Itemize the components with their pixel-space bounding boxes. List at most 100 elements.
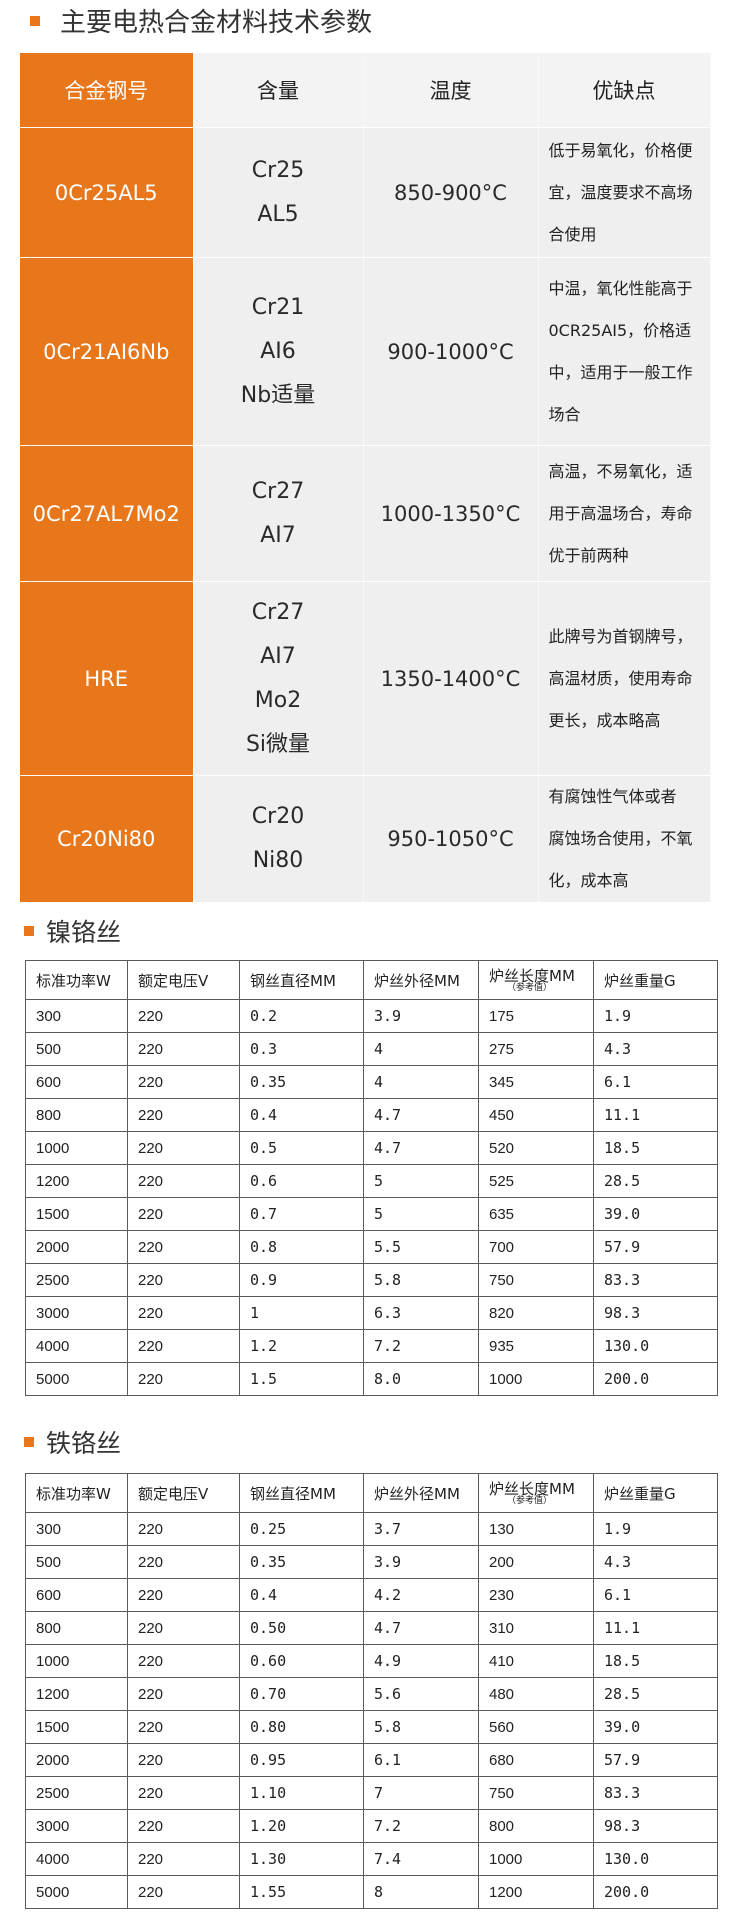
table-cell: 4000 xyxy=(25,1329,128,1363)
table-cell: 1.55 xyxy=(239,1875,364,1909)
table-cell: 0.8 xyxy=(239,1230,364,1264)
table-cell: 28.5 xyxy=(593,1164,718,1198)
header-content: 含量 xyxy=(193,53,364,128)
nichrome-table: 标准功率W 额定电压V 钢丝直径MM 炉丝外径MM 炉丝长度MM （参考值） 炉丝重量G 3… xyxy=(25,960,718,1396)
table-cell: 1.10 xyxy=(239,1776,364,1810)
table-cell: 2000 xyxy=(25,1230,128,1264)
table-row: 500 220 0.35 3.9 200 4.3 xyxy=(25,1545,718,1579)
table-cell: 11.1 xyxy=(593,1098,718,1132)
table-cell: 0.70 xyxy=(239,1677,364,1711)
content-line: AL5 xyxy=(257,201,299,227)
table-cell: 6.3 xyxy=(363,1296,479,1330)
table-cell: 200 xyxy=(478,1545,594,1579)
table-cell: 800 xyxy=(25,1098,128,1132)
alloy-row: Cr20Ni80 Cr20 Ni80 950-1050°C 有腐蚀性气体或者 腐蚀场合使用… xyxy=(20,775,711,903)
table-cell: 39.0 xyxy=(593,1197,718,1231)
pros-line: 场合 xyxy=(548,404,581,424)
alloy-temperature: 950-1050°C xyxy=(363,775,539,903)
table-cell: 1500 xyxy=(25,1710,128,1744)
table-cell: 0.3 xyxy=(239,1032,364,1066)
table-row: 600 220 0.35 4 345 6.1 xyxy=(25,1065,718,1099)
alloy-pros-cons: 有腐蚀性气体或者 腐蚀场合使用，不氧 化，成本高 xyxy=(538,775,711,903)
table-cell: 500 xyxy=(25,1032,128,1066)
alloy-temperature: 850-900°C xyxy=(363,127,539,258)
content-line: Cr27 xyxy=(251,478,305,504)
alloy-pros-cons: 中温，氧化性能高于 0CR25AI5，价格适 中，适用于一般工作 场合 xyxy=(538,257,711,446)
table-cell: 500 xyxy=(25,1545,128,1579)
table-cell: 4.3 xyxy=(593,1545,718,1579)
table-cell: 300 xyxy=(25,1512,128,1546)
table-cell: 1000 xyxy=(478,1842,594,1876)
table-cell: 935 xyxy=(478,1329,594,1363)
table-cell: 1500 xyxy=(25,1197,128,1231)
table-cell: 200.0 xyxy=(593,1362,718,1396)
table-cell: 6.1 xyxy=(593,1065,718,1099)
table-cell: 1200 xyxy=(25,1164,128,1198)
table-cell: 220 xyxy=(127,1362,240,1396)
alloy-temperature: 1000-1350°C xyxy=(363,445,539,582)
table-cell: 345 xyxy=(478,1065,594,1099)
section-title-iron-chrome: 铁铬丝 xyxy=(24,1424,121,1460)
orange-square-icon xyxy=(24,926,34,936)
pros-line: 更长，成本略高 xyxy=(548,710,661,730)
table-cell: 98.3 xyxy=(593,1296,718,1330)
iron-chrome-header-row: 标准功率W 额定电压V 钢丝直径MM 炉丝外径MM 炉丝长度MM （参考值） 炉丝重量G xyxy=(25,1473,718,1513)
table-cell: 220 xyxy=(127,1329,240,1363)
table-cell: 220 xyxy=(127,1842,240,1876)
table-cell: 3000 xyxy=(25,1809,128,1843)
table-cell: 310 xyxy=(478,1611,594,1645)
content-line: AI7 xyxy=(260,643,296,669)
table-cell: 2500 xyxy=(25,1263,128,1297)
alloy-row: HRE Cr27 AI7 Mo2 Si微量 1350-1400°C 此牌号为首钢牌号， 高温材… xyxy=(20,581,711,776)
content-line: Ni80 xyxy=(252,848,304,873)
table-cell: 83.3 xyxy=(593,1263,718,1297)
table-row: 1000 220 0.60 4.9 410 18.5 xyxy=(25,1644,718,1678)
alloy-row: 0Cr21AI6Nb Cr21 AI6 Nb适量 900-1000°C 中温，氧化性能高于… xyxy=(20,257,711,446)
table-cell: 7.4 xyxy=(363,1842,479,1876)
pros-line: 有腐蚀性气体或者 xyxy=(548,787,677,806)
table-cell: 5000 xyxy=(25,1875,128,1909)
nichrome-title: 镍铬丝 xyxy=(46,918,122,947)
nichrome-header-row: 标准功率W 额定电压V 钢丝直径MM 炉丝外径MM 炉丝长度MM （参考值） 炉丝重量G xyxy=(25,960,718,1000)
alloy-row: 0Cr27AL7Mo2 Cr27 AI7 1000-1350°C 高温，不易氧化，适 用于… xyxy=(20,445,711,582)
alloy-content: Cr25 AL5 xyxy=(193,127,364,258)
table-cell: 4.2 xyxy=(363,1578,479,1612)
column-header: 炉丝外径MM xyxy=(363,960,479,1000)
alloy-grade: Cr20Ni80 xyxy=(20,775,194,903)
table-cell: 8.0 xyxy=(363,1362,479,1396)
table-row: 1200 220 0.6 5 525 28.5 xyxy=(25,1164,718,1198)
table-row: 4000 220 1.2 7.2 935 130.0 xyxy=(25,1329,718,1363)
table-cell: 220 xyxy=(127,1875,240,1909)
table-cell: 1.9 xyxy=(593,999,718,1033)
table-row: 800 220 0.50 4.7 310 11.1 xyxy=(25,1611,718,1645)
alloy-grade: 0Cr25AL5 xyxy=(20,127,194,258)
table-cell: 820 xyxy=(478,1296,594,1330)
table-cell: 0.7 xyxy=(239,1197,364,1231)
column-header-label: 炉丝长度MM xyxy=(489,1479,575,1498)
header-temperature: 温度 xyxy=(363,53,539,128)
table-cell: 6.1 xyxy=(593,1578,718,1612)
table-cell: 220 xyxy=(127,1296,240,1330)
pros-line: 合使用 xyxy=(548,224,597,244)
content-line: Cr25 xyxy=(251,157,305,183)
table-cell: 220 xyxy=(127,1578,240,1612)
iron-chrome-title: 铁铬丝 xyxy=(46,1429,122,1458)
alloy-grade: 0Cr27AL7Mo2 xyxy=(20,445,194,582)
table-cell: 3.7 xyxy=(363,1512,479,1546)
table-cell: 1.5 xyxy=(239,1362,364,1396)
table-cell: 5.6 xyxy=(363,1677,479,1711)
table-cell: 1.2 xyxy=(239,1329,364,1363)
table-cell: 39.0 xyxy=(593,1710,718,1744)
column-header: 标准功率W xyxy=(25,960,128,1000)
content-line: Cr27 xyxy=(251,599,305,625)
table-row: 300 220 0.2 3.9 175 1.9 xyxy=(25,999,718,1033)
table-cell: 7.2 xyxy=(363,1329,479,1363)
table-cell: 28.5 xyxy=(593,1677,718,1711)
column-header: 额定电压V xyxy=(127,960,240,1000)
table-cell: 0.4 xyxy=(239,1098,364,1132)
table-cell: 520 xyxy=(478,1131,594,1165)
content-line: Si微量 xyxy=(245,731,311,757)
table-cell: 130 xyxy=(478,1512,594,1546)
table-cell: 4.3 xyxy=(593,1032,718,1066)
table-cell: 5.8 xyxy=(363,1710,479,1744)
